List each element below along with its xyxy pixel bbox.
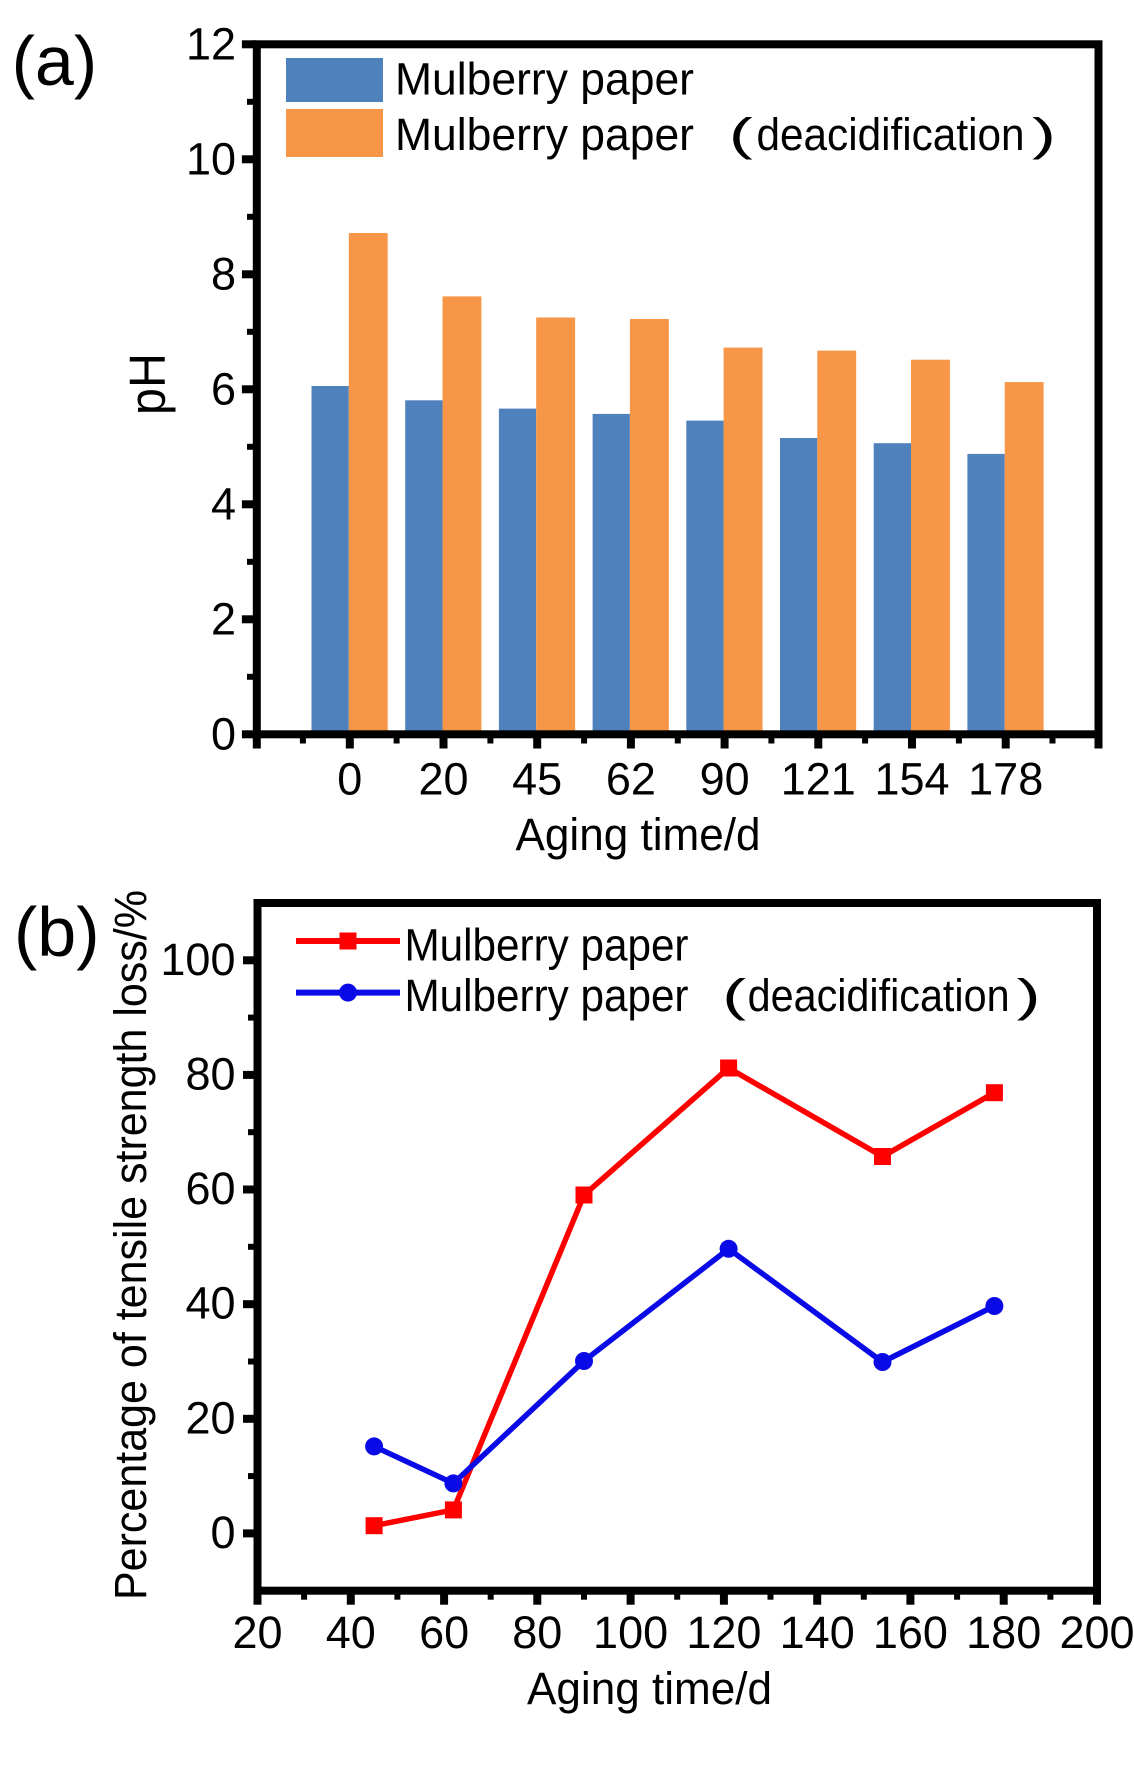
svg-text:90: 90 <box>700 754 750 805</box>
svg-text:200: 200 <box>1059 1607 1134 1658</box>
svg-text:Mulberry paper: Mulberry paper <box>405 920 689 971</box>
svg-text:pH: pH <box>119 353 176 415</box>
svg-text:40: 40 <box>185 1278 235 1329</box>
svg-text:140: 140 <box>780 1607 855 1658</box>
svg-text:Aging time/d: Aging time/d <box>527 1663 772 1714</box>
svg-text:80: 80 <box>512 1607 562 1658</box>
svg-text:12: 12 <box>186 18 236 69</box>
svg-text:178: 178 <box>968 754 1043 805</box>
svg-text:20: 20 <box>232 1607 282 1658</box>
svg-text:160: 160 <box>873 1607 948 1658</box>
svg-text:4: 4 <box>211 478 236 529</box>
svg-text:10: 10 <box>186 133 236 184</box>
svg-text:20: 20 <box>185 1392 235 1443</box>
svg-text:0: 0 <box>211 708 236 759</box>
svg-text:Mulberry paper: Mulberry paper <box>395 54 694 105</box>
svg-text:100: 100 <box>160 934 235 985</box>
svg-text:(a): (a) <box>12 22 98 100</box>
svg-text:120: 120 <box>686 1607 761 1658</box>
svg-text:180: 180 <box>966 1607 1041 1658</box>
svg-text:Aging time/d: Aging time/d <box>516 809 761 860</box>
svg-text:0: 0 <box>337 754 362 805</box>
svg-text:60: 60 <box>185 1163 235 1214</box>
svg-text:6: 6 <box>211 363 236 414</box>
svg-text:154: 154 <box>874 754 949 805</box>
svg-text:40: 40 <box>326 1607 376 1658</box>
svg-text:20: 20 <box>418 754 468 805</box>
svg-text:80: 80 <box>185 1048 235 1099</box>
svg-text:0: 0 <box>210 1507 235 1558</box>
svg-text:121: 121 <box>781 754 856 805</box>
svg-text:100: 100 <box>593 1607 668 1658</box>
svg-text:Percentage of tensile strength: Percentage of tensile strength loss/% <box>105 890 156 1600</box>
svg-text:(b): (b) <box>14 893 100 971</box>
svg-text:Mulberry paper(deacidification: Mulberry paper (deacidification) <box>405 970 1041 1021</box>
svg-text:45: 45 <box>512 754 562 805</box>
svg-text:8: 8 <box>211 248 236 299</box>
svg-text:2: 2 <box>211 593 236 644</box>
svg-text:Mulberry paper(deacidification: Mulberry paper (deacidification) <box>395 109 1056 160</box>
svg-text:60: 60 <box>419 1607 469 1658</box>
svg-text:62: 62 <box>606 754 656 805</box>
